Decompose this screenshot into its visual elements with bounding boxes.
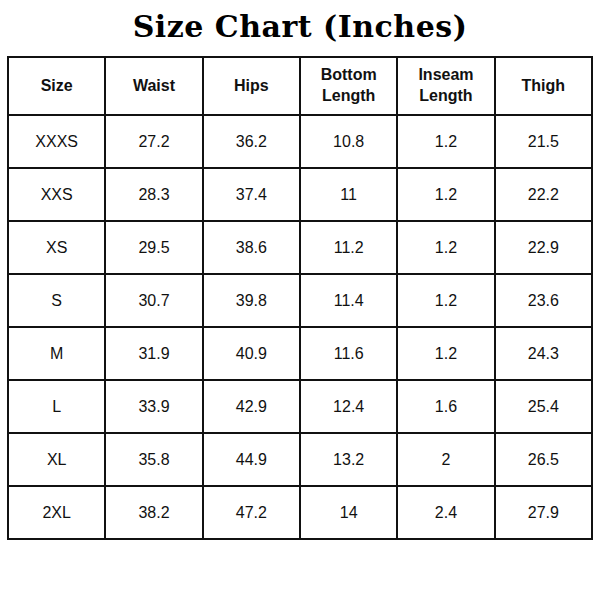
value-cell: 11.2 [300,221,397,274]
value-cell: 30.7 [105,274,202,327]
value-cell: 1.6 [397,380,494,433]
value-cell: 1.2 [397,115,494,168]
value-cell: 38.6 [203,221,300,274]
value-cell: 47.2 [203,486,300,539]
column-header-inseam-length: Inseam Length [397,57,494,115]
value-cell: 11.6 [300,327,397,380]
column-header-thigh: Thigh [495,57,592,115]
value-cell: 1.2 [397,168,494,221]
value-cell: 42.9 [203,380,300,433]
value-cell: 12.4 [300,380,397,433]
value-cell: 29.5 [105,221,202,274]
value-cell: 22.9 [495,221,592,274]
value-cell: 2.4 [397,486,494,539]
value-cell: 36.2 [203,115,300,168]
table-header: SizeWaistHipsBottom LengthInseam LengthT… [8,57,592,115]
size-cell: XS [8,221,105,274]
size-cell: S [8,274,105,327]
table-row-2xl: 2XL38.247.2142.427.9 [8,486,592,539]
value-cell: 24.3 [495,327,592,380]
size-cell: M [8,327,105,380]
column-header-hips: Hips [203,57,300,115]
value-cell: 28.3 [105,168,202,221]
column-header-bottom-length: Bottom Length [300,57,397,115]
value-cell: 37.4 [203,168,300,221]
size-cell: XXXS [8,115,105,168]
column-header-waist: Waist [105,57,202,115]
table-row-xs: XS29.538.611.21.222.9 [8,221,592,274]
table-body: XXXS27.236.210.81.221.5XXS28.337.4111.22… [8,115,592,539]
table-row-xl: XL35.844.913.2226.5 [8,433,592,486]
table-row-xxxs: XXXS27.236.210.81.221.5 [8,115,592,168]
value-cell: 26.5 [495,433,592,486]
value-cell: 38.2 [105,486,202,539]
value-cell: 31.9 [105,327,202,380]
table-row-xxs: XXS28.337.4111.222.2 [8,168,592,221]
value-cell: 40.9 [203,327,300,380]
value-cell: 21.5 [495,115,592,168]
column-header-size: Size [8,57,105,115]
value-cell: 25.4 [495,380,592,433]
value-cell: 35.8 [105,433,202,486]
table-row-l: L33.942.912.41.625.4 [8,380,592,433]
value-cell: 33.9 [105,380,202,433]
value-cell: 13.2 [300,433,397,486]
value-cell: 27.2 [105,115,202,168]
value-cell: 11.4 [300,274,397,327]
size-cell: 2XL [8,486,105,539]
value-cell: 22.2 [495,168,592,221]
table-header-row: SizeWaistHipsBottom LengthInseam LengthT… [8,57,592,115]
value-cell: 23.6 [495,274,592,327]
value-cell: 11 [300,168,397,221]
size-cell: L [8,380,105,433]
value-cell: 27.9 [495,486,592,539]
value-cell: 1.2 [397,221,494,274]
value-cell: 1.2 [397,327,494,380]
size-chart-table: SizeWaistHipsBottom LengthInseam LengthT… [7,56,593,540]
value-cell: 1.2 [397,274,494,327]
value-cell: 44.9 [203,433,300,486]
value-cell: 39.8 [203,274,300,327]
size-cell: XL [8,433,105,486]
page-title: Size Chart (Inches) [0,0,600,56]
value-cell: 2 [397,433,494,486]
size-chart-page: Size Chart (Inches) SizeWaistHipsBottom … [0,0,600,600]
table-row-s: S30.739.811.41.223.6 [8,274,592,327]
value-cell: 14 [300,486,397,539]
value-cell: 10.8 [300,115,397,168]
table-row-m: M31.940.911.61.224.3 [8,327,592,380]
size-cell: XXS [8,168,105,221]
